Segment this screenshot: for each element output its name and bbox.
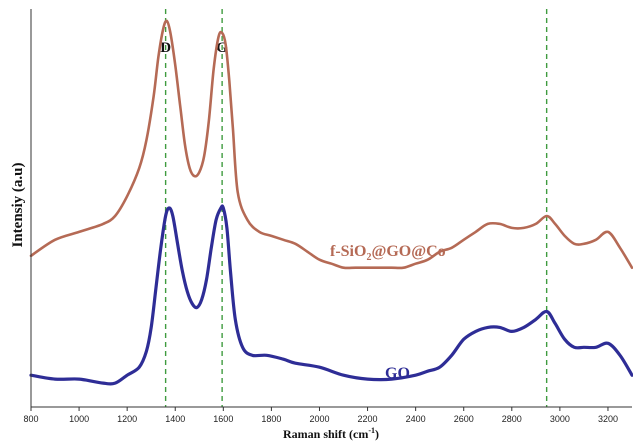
x-tick-layer: 800 1000 1200 1400 1600 1800 2000 2200 2400 2600 2…: [23, 407, 618, 424]
x-tick-label-2200: 2200: [358, 414, 378, 424]
x-tick-label-800: 800: [23, 414, 38, 424]
x-axis-title-main: Raman shift (cm: [283, 427, 368, 441]
x-tick-label-2000: 2000: [309, 414, 329, 424]
y-axis-title: Intensiy (a.u): [10, 162, 26, 247]
peak-label-d: D: [160, 40, 171, 56]
x-tick-label-1800: 1800: [261, 414, 281, 424]
x-axis-title: Raman shift (cm-1): [283, 426, 379, 441]
series-label-go: GO: [385, 365, 410, 382]
labels-layer: Intensiy (a.u) Raman shift (cm-1) f-SiO2…: [10, 162, 446, 441]
axes-layer: [30, 9, 632, 408]
series-label-composite-part-1: f-SiO: [330, 243, 366, 260]
x-tick-label-1400: 1400: [165, 414, 185, 424]
series-line-go: [29, 204, 633, 386]
x-tick-label-2800: 2800: [502, 414, 522, 424]
x-tick-label-1200: 1200: [117, 414, 137, 424]
x-tick-label-1000: 1000: [69, 414, 89, 424]
x-tick-label-1600: 1600: [213, 414, 233, 424]
x-tick-label-2400: 2400: [406, 414, 426, 424]
x-tick-label-3000: 3000: [550, 414, 570, 424]
series-layer: [29, 19, 633, 386]
series-label-composite-part-2: @GO@Co: [371, 243, 445, 260]
series-label-composite: f-SiO2@GO@Co: [330, 243, 446, 263]
x-tick-label-2600: 2600: [454, 414, 474, 424]
x-tick-label-3200: 3200: [598, 414, 618, 424]
x-axis-title-end: ): [375, 427, 379, 441]
series-label-composite-subscript: 2: [366, 252, 371, 263]
x-axis-title-superscript: -1: [368, 426, 375, 435]
series-line-composite: [29, 19, 633, 270]
